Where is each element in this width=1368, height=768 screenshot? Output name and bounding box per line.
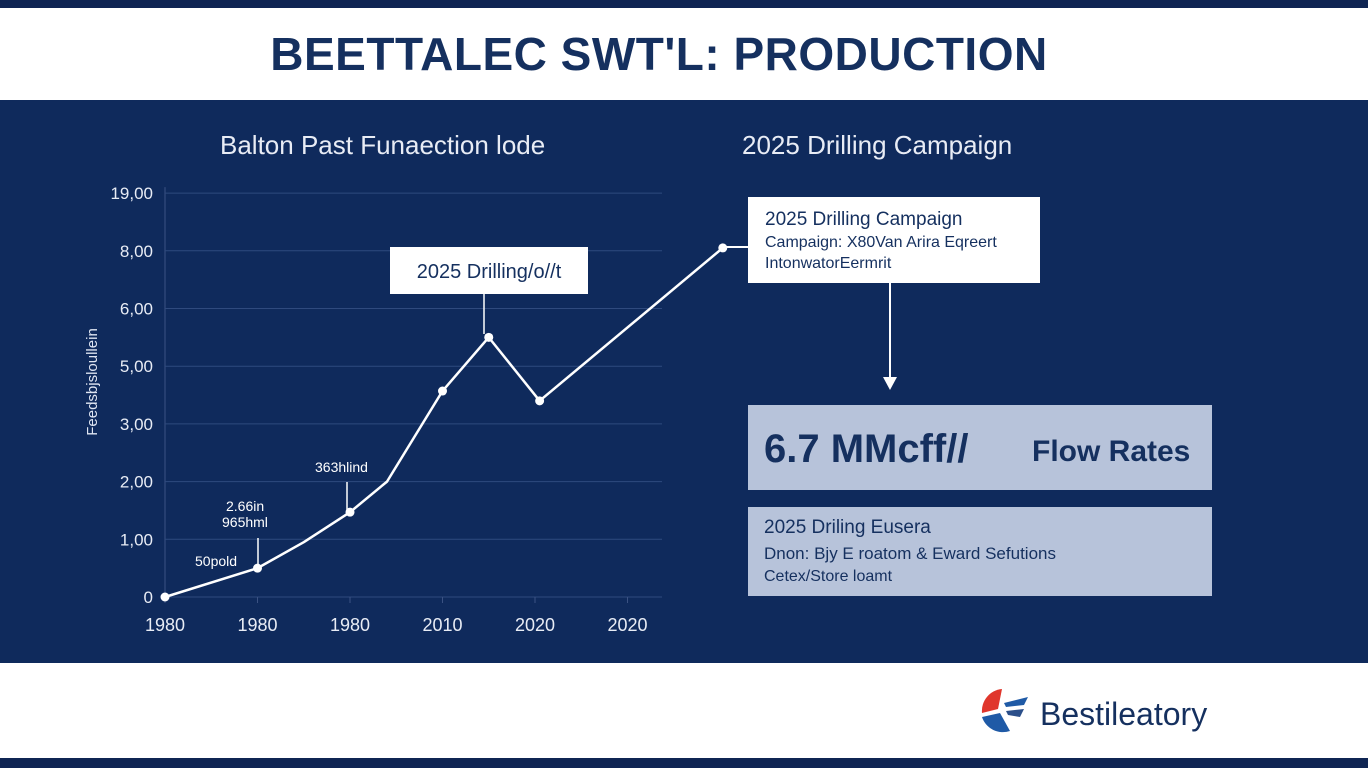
x-tick-label: 1980	[237, 615, 277, 635]
data-point	[160, 592, 170, 602]
annotation-363: 363hlind	[315, 459, 368, 475]
data-point	[718, 243, 728, 253]
annotation-965: 965hml	[222, 514, 268, 530]
main-panel: Balton Past Funaection lode 2025 Drillin…	[0, 100, 1368, 663]
data-point	[535, 396, 545, 406]
brand-name: Bestileatory	[1040, 696, 1208, 732]
y-axis-label: Feedsbjsloullein	[84, 328, 101, 436]
campaign-callout-line2: IntonwatorEermrit	[765, 255, 892, 272]
annotation-266: 2.66in	[226, 498, 264, 514]
chart-title: Balton Past Funaection lode	[220, 130, 546, 160]
brand-logo-icon	[981, 689, 1028, 733]
campaign-callout-title: 2025 Drilling Campaign	[765, 209, 963, 230]
flow-rate-panel: 6.7 MMcff// Flow Rates	[748, 405, 1212, 490]
info-panel-line1: Dnon: Bjy E roatom & Eward Sefutions	[764, 544, 1056, 563]
footer: Bestileatory	[0, 663, 1368, 758]
campaign-callout-line1: Campaign: X80Van Arira Eqreert	[765, 234, 997, 251]
y-tick-label: 2,00	[120, 473, 153, 492]
arrow-down-icon	[883, 377, 897, 390]
y-tick-label: 0	[144, 588, 153, 607]
series-line	[164, 246, 724, 599]
flow-rate-value: 6.7 MMcff//	[764, 427, 969, 471]
info-panel-title: 2025 Driling Eusera	[764, 517, 931, 538]
data-point	[484, 332, 494, 342]
data-point	[253, 563, 262, 573]
top-band	[0, 0, 1368, 8]
x-tick-label: 2020	[607, 615, 647, 635]
header: BEETTALEC SWT'L: PRODUCTION	[0, 8, 1368, 100]
data-point	[438, 386, 447, 396]
x-tick-label: 1980	[145, 615, 185, 635]
y-tick-label: 1,00	[120, 530, 153, 549]
annotation-50pold: 50pold	[195, 553, 237, 569]
bottom-band	[0, 758, 1368, 768]
page-title: BEETTALEC SWT'L: PRODUCTION	[270, 28, 1048, 80]
info-panel: 2025 Driling Eusera Dnon: Bjy E roatom &…	[748, 507, 1212, 596]
x-tick-label: 2010	[422, 615, 462, 635]
line-chart: 0 1,00 2,00 3,00 5,00 6,00 8,00 19,00 1980 1980 19…	[84, 184, 897, 635]
x-tick-label: 1980	[330, 615, 370, 635]
y-tick-label: 6,00	[120, 300, 153, 319]
peak-callout-text: 2025 Drilling/o//t	[417, 261, 562, 283]
y-tick-label: 8,00	[120, 242, 153, 261]
y-tick-label: 19,00	[110, 184, 153, 203]
flow-rate-label: Flow Rates	[1032, 435, 1191, 468]
peak-callout-box	[390, 247, 588, 294]
y-tick-label: 3,00	[120, 415, 153, 434]
campaign-heading: 2025 Drilling Campaign	[742, 130, 1013, 160]
info-panel-line2: Cetex/Store loamt	[764, 568, 893, 585]
campaign-callout: 2025 Drilling Campaign Campaign: X80Van …	[748, 197, 1040, 283]
y-tick-label: 5,00	[120, 357, 153, 376]
x-tick-label: 2020	[515, 615, 555, 635]
